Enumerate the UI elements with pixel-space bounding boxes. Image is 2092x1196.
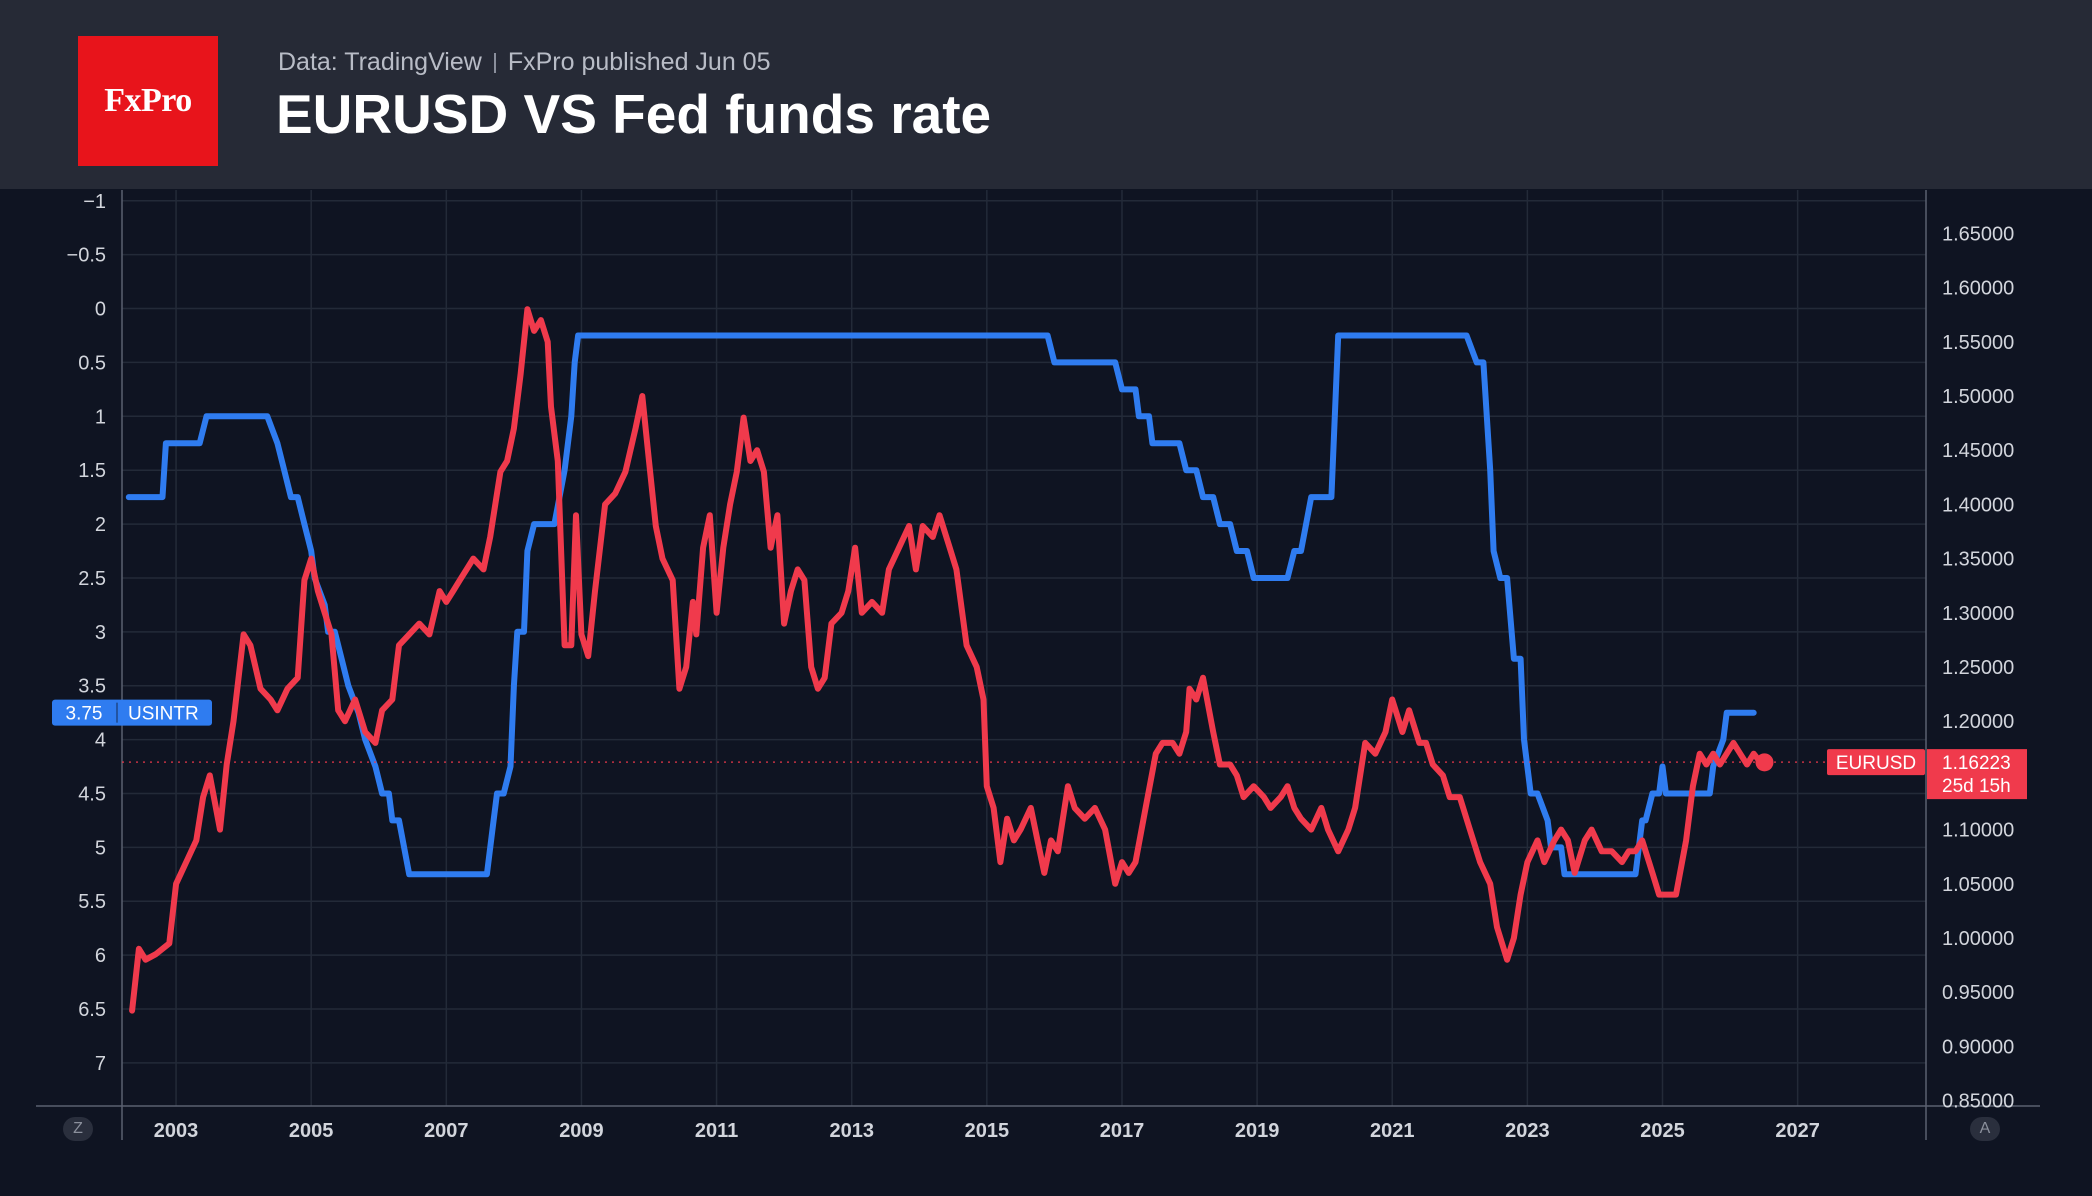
right-axis-tick-label: 0.90000 <box>1942 1036 2014 1058</box>
time-zone-button[interactable]: Z <box>63 1117 93 1141</box>
left-axis-tick-label: −1 <box>83 191 106 213</box>
eurusd-countdown: 25d 15h <box>1942 776 2011 797</box>
left-axis-tick-label: 6 <box>95 945 106 967</box>
usintr-last-value: 3.75 <box>66 704 103 725</box>
left-axis-tick-label: 0.5 <box>78 352 106 374</box>
header-bar: FxPro Data: TradingView FxPro published … <box>0 0 2092 189</box>
right-axis-tick-label: 1.05000 <box>1942 874 2014 896</box>
eurusd-series-name: EURUSD <box>1836 753 1916 774</box>
x-axis-tick-label: 2005 <box>289 1120 334 1142</box>
x-axis-tick-label: 2023 <box>1505 1120 1550 1142</box>
x-axis-tick-label: 2013 <box>829 1120 874 1142</box>
x-axis-tick-label: 2025 <box>1640 1120 1685 1142</box>
left-axis-tick-label: 7 <box>95 1053 106 1075</box>
right-axis-tick-label: 1.30000 <box>1942 603 2014 625</box>
left-axis-tick-label: 1 <box>95 406 106 428</box>
right-axis-tick-label: 1.00000 <box>1942 928 2014 950</box>
x-axis-tick-label: 2011 <box>695 1120 738 1142</box>
eurusd-last-value: 1.16223 <box>1942 753 2011 774</box>
chart-title: EURUSD VS Fed funds rate <box>276 83 992 145</box>
left-axis-tick-label: 3 <box>95 622 106 644</box>
x-axis-tick-label: 2027 <box>1775 1120 1820 1142</box>
eurusd-line <box>129 306 1764 1014</box>
right-axis-tick-label: 1.20000 <box>1942 711 2014 733</box>
x-axis-tick-label: 2003 <box>154 1120 199 1142</box>
left-axis-tick-label: 3.5 <box>78 676 106 698</box>
usintr-badge <box>52 699 212 726</box>
auto-scale-button[interactable]: A <box>1970 1117 2000 1141</box>
right-axis-tick-label: 1.65000 <box>1942 223 2014 245</box>
right-axis-tick-label: 1.40000 <box>1942 494 2014 516</box>
usintr-series-name: USINTR <box>128 704 199 725</box>
left-axis-tick-label: 2 <box>95 514 106 536</box>
x-axis-tick-label: 2017 <box>1100 1120 1145 1142</box>
eurusd-name-badge <box>1827 749 1925 776</box>
right-axis-tick-label: 1.60000 <box>1942 278 2014 300</box>
eurusd-last-point <box>1755 753 1774 772</box>
right-axis-tick-label: 1.10000 <box>1942 820 2014 842</box>
right-axis-tick-label: 0.95000 <box>1942 982 2014 1004</box>
left-axis-tick-label: 5.5 <box>78 891 106 913</box>
x-axis-tick-label: 2015 <box>965 1120 1010 1142</box>
x-axis-tick-label: 2007 <box>424 1120 469 1142</box>
published-text: FxPro published Jun 05 <box>507 48 771 76</box>
right-axis-tick-label: 1.50000 <box>1942 386 2014 408</box>
left-axis-tick-label: 4 <box>95 730 106 752</box>
source-text: Data: TradingView <box>278 48 482 76</box>
right-axis-tick-label: 0.85000 <box>1942 1091 2014 1113</box>
left-axis-tick-label: 6.5 <box>78 999 106 1021</box>
left-axis-tick-label: 4.5 <box>78 783 106 805</box>
source-line: Data: TradingView FxPro published Jun 05 <box>278 48 771 77</box>
x-axis-tick-label: 2009 <box>559 1120 604 1142</box>
right-axis-tick-label: 1.25000 <box>1942 657 2014 679</box>
left-axis-tick-label: 2.5 <box>78 568 106 590</box>
left-axis-tick-label: 1.5 <box>78 460 106 482</box>
x-axis-tick-label: 2019 <box>1235 1120 1280 1142</box>
logo-text: FxPro <box>104 82 192 119</box>
right-axis-tick-label: 1.35000 <box>1942 549 2014 571</box>
left-axis-tick-label: 0 <box>95 299 106 321</box>
separator <box>493 52 496 73</box>
right-axis-tick-label: 1.45000 <box>1942 440 2014 462</box>
fxpro-logo: FxPro <box>78 36 218 166</box>
left-axis-tick-label: 5 <box>95 837 106 859</box>
left-axis-tick-label: −0.5 <box>67 245 106 267</box>
right-axis-tick-label: 1.55000 <box>1942 332 2014 354</box>
x-axis-tick-label: 2021 <box>1370 1120 1415 1142</box>
eurusd-value-badge <box>1927 749 2027 800</box>
